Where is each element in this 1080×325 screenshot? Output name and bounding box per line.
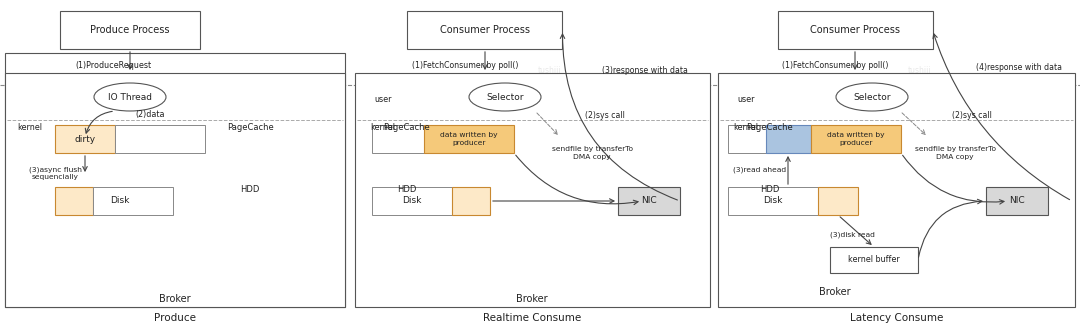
Ellipse shape	[469, 83, 541, 111]
Text: Selector: Selector	[486, 93, 524, 101]
Text: tushiji: tushiji	[488, 201, 512, 210]
Text: kernel: kernel	[17, 123, 42, 132]
Text: (2)sys call: (2)sys call	[585, 111, 625, 120]
Text: (3)disk read: (3)disk read	[829, 232, 875, 238]
Text: 44373865: 44373865	[481, 209, 519, 217]
Text: 44373865: 44373865	[861, 209, 900, 217]
Ellipse shape	[94, 83, 166, 111]
Bar	[766, 125, 811, 153]
Text: (1)FetchConsumer by poll(): (1)FetchConsumer by poll()	[411, 60, 518, 70]
Text: sendfile by transferTo
DMA copy: sendfile by transferTo DMA copy	[915, 147, 996, 160]
Bar	[372, 125, 424, 153]
Text: Produce Process: Produce Process	[91, 25, 170, 35]
Bar	[818, 187, 858, 215]
Bar	[60, 11, 200, 49]
Text: 44373865: 44373865	[901, 73, 940, 83]
Text: user: user	[375, 96, 392, 105]
Text: HDD: HDD	[397, 186, 417, 194]
Text: kernel buffer: kernel buffer	[848, 255, 900, 265]
Text: 44373865: 44373865	[180, 73, 219, 83]
Text: (3)response with data: (3)response with data	[602, 66, 688, 74]
Bar	[618, 187, 680, 215]
Text: tushiji: tushiji	[138, 201, 162, 210]
Text: (3)async flush
sequencially: (3)async flush sequencially	[28, 166, 81, 180]
Text: 44373865: 44373865	[131, 209, 170, 217]
Bar	[811, 125, 901, 153]
Text: Broker: Broker	[820, 287, 851, 297]
Text: Latency Consume: Latency Consume	[850, 313, 944, 323]
Text: (2)sys call: (2)sys call	[951, 111, 991, 120]
Text: kernel: kernel	[733, 123, 758, 132]
Text: Disk: Disk	[764, 197, 783, 205]
Bar	[93, 187, 173, 215]
Text: Selector: Selector	[853, 93, 891, 101]
Text: (1)ProduceRequest: (1)ProduceRequest	[75, 60, 151, 70]
Text: Consumer Process: Consumer Process	[440, 25, 530, 35]
Bar	[728, 125, 766, 153]
Bar	[114, 125, 205, 153]
Text: IO Thread: IO Thread	[108, 93, 152, 101]
Text: tushiji: tushiji	[908, 66, 932, 74]
Ellipse shape	[836, 83, 908, 111]
Text: NIC: NIC	[642, 197, 657, 205]
Text: Disk: Disk	[110, 197, 130, 205]
Bar	[55, 187, 93, 215]
Text: Realtime Consume: Realtime Consume	[483, 313, 581, 323]
Text: HDD: HDD	[760, 186, 780, 194]
Bar	[424, 125, 514, 153]
Text: Disk: Disk	[403, 197, 421, 205]
Text: (2)data: (2)data	[135, 111, 164, 120]
Bar	[372, 187, 453, 215]
Bar	[407, 11, 563, 49]
Text: NIC: NIC	[1009, 197, 1025, 205]
Text: PageCache: PageCache	[227, 124, 273, 133]
Text: (3)read ahead: (3)read ahead	[733, 167, 786, 173]
Bar	[355, 73, 710, 307]
Text: Produce: Produce	[154, 313, 195, 323]
Text: Broker: Broker	[516, 294, 548, 304]
Text: Consumer Process: Consumer Process	[810, 25, 900, 35]
Text: (1)FetchConsumer by poll(): (1)FetchConsumer by poll()	[782, 60, 888, 70]
Text: Broker: Broker	[159, 294, 191, 304]
Text: data written by
producer: data written by producer	[827, 133, 885, 146]
Bar	[55, 125, 114, 153]
Bar	[778, 11, 932, 49]
Text: tushiji: tushiji	[868, 201, 892, 210]
Text: PageCache: PageCache	[746, 124, 794, 133]
Text: tushiji: tushiji	[538, 66, 562, 74]
Text: (4)response with data: (4)response with data	[976, 62, 1062, 72]
Bar	[831, 247, 918, 273]
Text: PageCache: PageCache	[383, 124, 430, 133]
Text: user: user	[738, 96, 755, 105]
Bar	[5, 53, 345, 307]
Bar	[453, 187, 490, 215]
Text: tushiji: tushiji	[188, 66, 212, 74]
Bar	[718, 73, 1075, 307]
Text: HDD: HDD	[241, 186, 259, 194]
Bar	[986, 187, 1048, 215]
Text: sendfile by transferTo
DMA copy: sendfile by transferTo DMA copy	[552, 147, 633, 160]
Bar	[728, 187, 818, 215]
Text: data written by
producer: data written by producer	[441, 133, 498, 146]
Text: dirty: dirty	[75, 135, 95, 144]
Bar	[5, 73, 345, 307]
Text: kernel: kernel	[370, 123, 395, 132]
Text: 44373865: 44373865	[530, 73, 569, 83]
